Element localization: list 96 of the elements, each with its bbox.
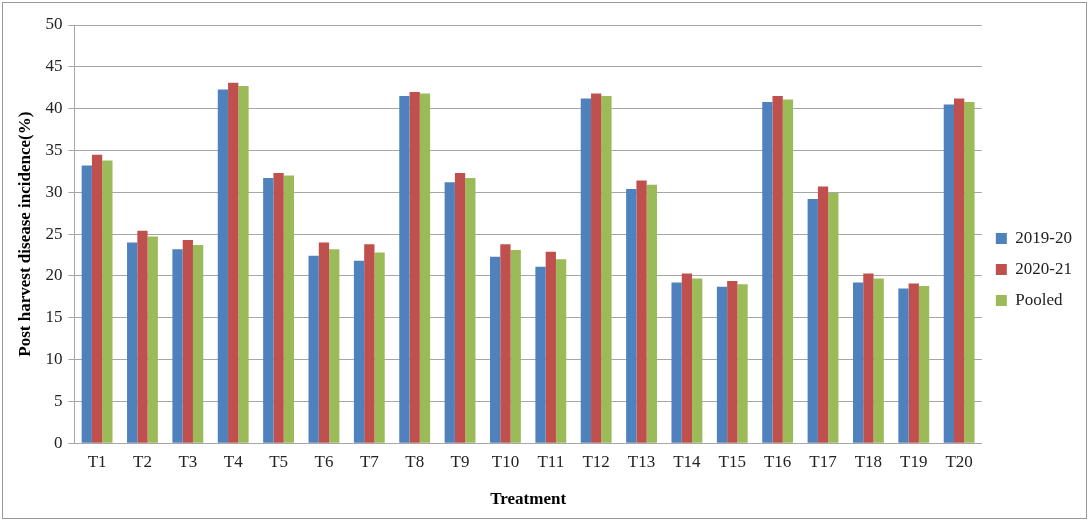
- bar: [490, 256, 501, 443]
- legend-label: 2019-20: [1015, 227, 1073, 247]
- bar: [273, 173, 284, 443]
- bar: [329, 249, 340, 443]
- y-tick-label: 25: [45, 223, 63, 243]
- y-tick-label: 40: [45, 98, 63, 118]
- x-tick-label: T11: [537, 451, 565, 471]
- x-tick-label: T5: [269, 451, 289, 471]
- bar: [217, 89, 229, 443]
- bar: [147, 236, 158, 443]
- bar: [308, 255, 319, 443]
- x-axis-title: Treatment: [490, 489, 567, 509]
- y-tick-label: 20: [45, 265, 63, 285]
- bar: [646, 184, 657, 443]
- y-tick-label: 15: [45, 307, 63, 327]
- bar: [964, 101, 975, 443]
- y-tick-label: 0: [53, 432, 63, 452]
- y-tick-label: 45: [45, 56, 63, 76]
- bar: [828, 193, 839, 443]
- bar: [81, 165, 92, 443]
- legend-label: Pooled: [1015, 289, 1064, 309]
- bar: [374, 252, 385, 443]
- y-axis-title: Post harvest disease incidence(%): [14, 111, 34, 357]
- bar: [535, 266, 546, 443]
- x-tick-label: T13: [627, 451, 656, 471]
- bar: [283, 175, 294, 443]
- bar: [908, 283, 919, 443]
- bar: [444, 182, 455, 443]
- bar: [918, 285, 930, 443]
- y-tick-label: 10: [45, 349, 63, 369]
- bar: [762, 101, 773, 443]
- bar: [419, 93, 431, 443]
- bar: [591, 93, 602, 443]
- bar: [692, 278, 703, 443]
- y-tick-label: 35: [45, 139, 63, 159]
- x-tick-label: T10: [491, 451, 520, 471]
- legend-label: 2020-21: [1015, 258, 1073, 278]
- bar: [545, 251, 556, 443]
- x-tick-label: T4: [223, 451, 244, 471]
- x-tick-label: T14: [673, 451, 702, 471]
- bar: [238, 86, 249, 443]
- bar: [863, 273, 874, 443]
- x-tick-label: T3: [178, 451, 198, 471]
- bar: [192, 244, 204, 443]
- bar: [102, 160, 113, 443]
- bar: [399, 96, 410, 443]
- y-tick-label: 5: [53, 390, 63, 410]
- bar: [727, 280, 738, 443]
- x-tick-label: T16: [763, 451, 792, 471]
- x-tick-label: T19: [900, 451, 928, 471]
- bar: [465, 178, 476, 443]
- bar: [681, 273, 693, 443]
- bar: [500, 244, 511, 443]
- bar: [580, 98, 592, 443]
- x-tick-label: T2: [133, 451, 152, 471]
- bar: [873, 278, 884, 443]
- y-tick-label: 30: [45, 181, 63, 201]
- bar: [737, 284, 748, 443]
- x-tick-label: T8: [405, 451, 425, 471]
- bar: [782, 99, 794, 443]
- x-tick-label: T18: [854, 451, 883, 471]
- bar: [716, 286, 728, 443]
- bar: [954, 98, 965, 443]
- bar: [364, 244, 375, 443]
- bar: [263, 178, 274, 443]
- y-tick-label: 50: [45, 14, 63, 34]
- x-tick-label: T20: [945, 451, 973, 471]
- bar: [510, 249, 521, 443]
- bar: [454, 173, 466, 443]
- bar: [671, 282, 682, 443]
- bar: [626, 188, 637, 443]
- bar: [817, 186, 829, 443]
- x-tick-label: T1: [87, 451, 107, 471]
- bar: [228, 82, 239, 443]
- bar: [127, 242, 138, 443]
- x-tick-label: T6: [314, 451, 334, 471]
- bar: [91, 154, 103, 443]
- bar: [555, 259, 567, 443]
- x-tick-label: T15: [718, 451, 746, 471]
- bar: [318, 242, 330, 443]
- bar: [807, 198, 818, 443]
- x-tick-label: T12: [582, 451, 610, 471]
- x-tick-label: T17: [809, 451, 838, 471]
- x-tick-label: T9: [450, 451, 470, 471]
- bar: [137, 230, 148, 443]
- bar: [898, 288, 909, 443]
- bar: [852, 282, 864, 443]
- bar: [409, 91, 420, 443]
- bar: [772, 96, 783, 443]
- bar: [182, 239, 193, 443]
- x-tick-label: T7: [359, 451, 380, 471]
- bar: [943, 104, 955, 443]
- bar: [172, 249, 183, 443]
- bar: [353, 260, 365, 443]
- bar: [601, 96, 612, 443]
- bar: [636, 180, 647, 443]
